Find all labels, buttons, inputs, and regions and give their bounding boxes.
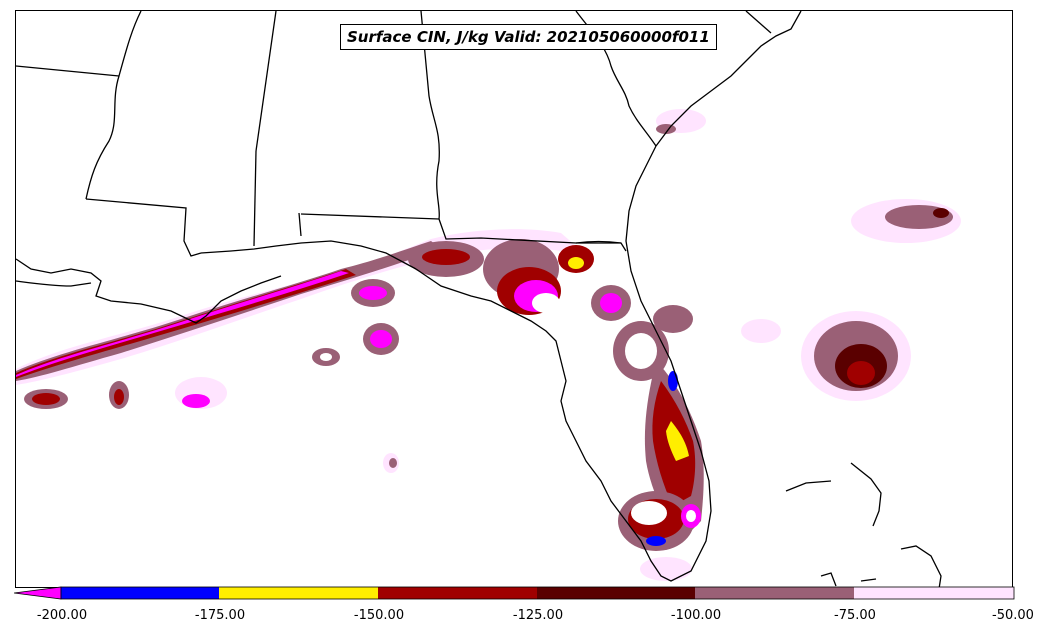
colorbar-segment-4 bbox=[537, 587, 695, 599]
colorbar-label: -175.00 bbox=[194, 608, 246, 623]
cin-map bbox=[16, 11, 961, 587]
map-panel: Surface CIN, J/kg Valid: 202105060000f01… bbox=[15, 10, 1013, 588]
cin-shading bbox=[16, 109, 961, 581]
cin-band-outer bbox=[16, 229, 576, 385]
colorbar-segment-3 bbox=[378, 587, 537, 599]
colorbar-segment-1 bbox=[61, 587, 219, 599]
colorbar-label: -75.00 bbox=[834, 608, 876, 623]
colorbar-label: -50.00 bbox=[992, 608, 1034, 623]
colorbar-segment-5 bbox=[695, 587, 854, 599]
colorbar-segment-6 bbox=[854, 587, 1014, 599]
colorbar-label: -100.00 bbox=[670, 608, 722, 623]
colorbar-label: -200.00 bbox=[36, 608, 88, 623]
colorbar-segment-2 bbox=[219, 587, 378, 599]
colorbar-label: -150.00 bbox=[353, 608, 405, 623]
colorbar-label: -125.00 bbox=[512, 608, 564, 623]
coastlines-and-borders bbox=[16, 11, 942, 587]
map-title: Surface CIN, J/kg Valid: 202105060000f01… bbox=[340, 24, 717, 50]
cin-band-magenta bbox=[16, 271, 349, 377]
colorbar-extend-min bbox=[14, 586, 62, 600]
colorbar bbox=[14, 586, 1015, 600]
